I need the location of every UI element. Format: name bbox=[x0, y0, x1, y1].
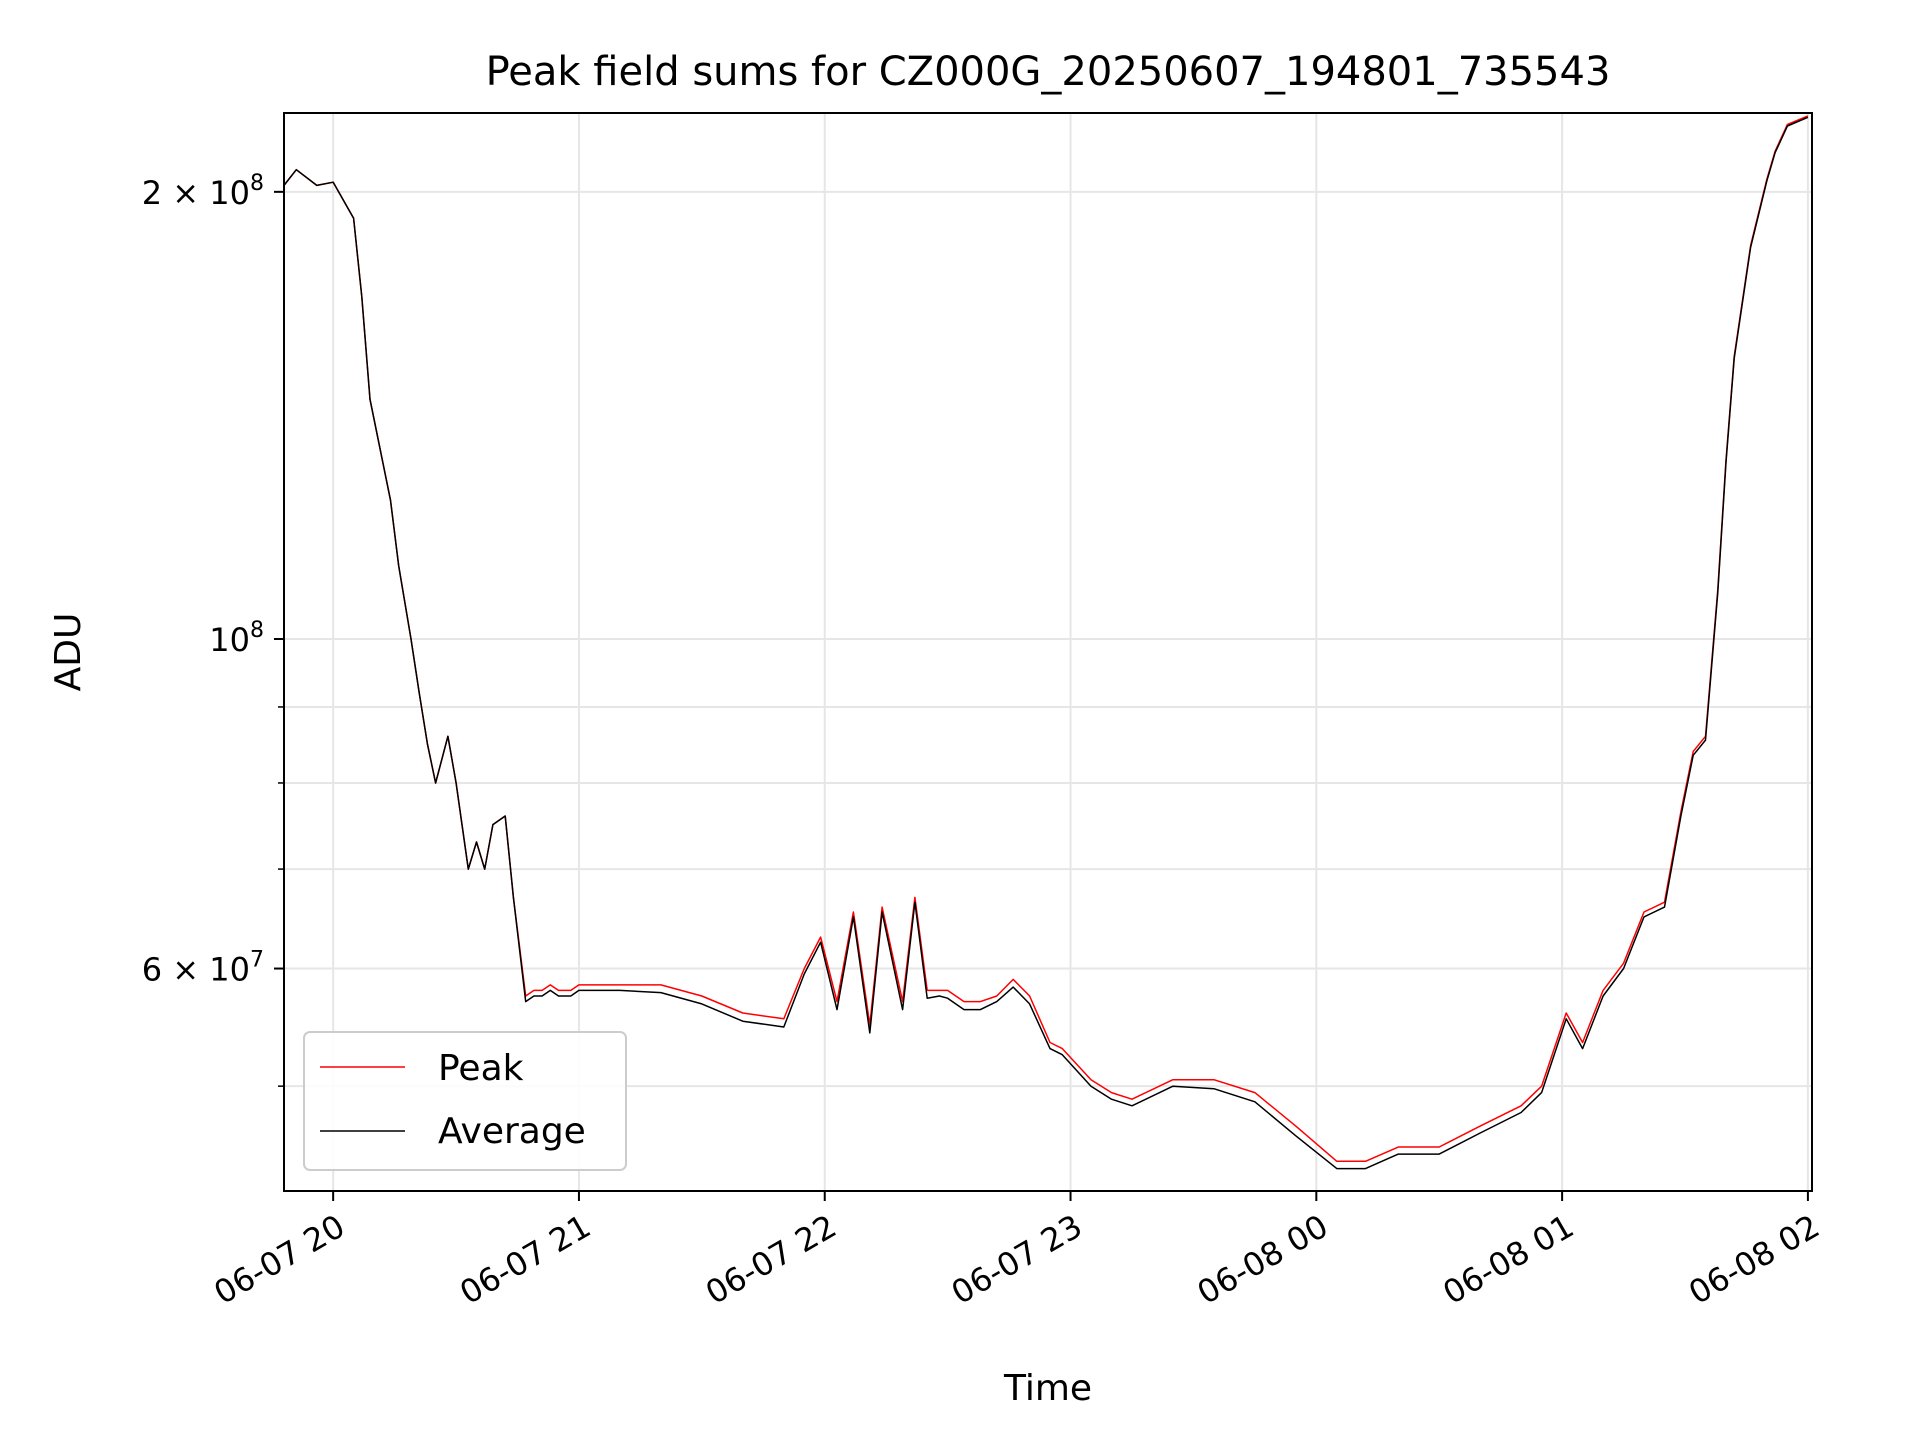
legend-label-peak: Peak bbox=[438, 1048, 524, 1089]
y-tick-label: 6 × 107 bbox=[142, 948, 264, 989]
series-layer bbox=[283, 115, 1809, 1170]
grid bbox=[284, 113, 1812, 1191]
y-tick-label: 2 × 108 bbox=[142, 171, 264, 212]
plot-frame bbox=[283, 112, 1813, 1192]
y-axis-label: ADU bbox=[48, 613, 89, 692]
chart-title: Peak field sums for CZ000G_20250607_1948… bbox=[486, 49, 1611, 95]
y-tick-label: 108 bbox=[209, 618, 264, 659]
legend-label-average: Average bbox=[438, 1111, 586, 1152]
legend: Peak Average bbox=[303, 1031, 627, 1171]
series-line-average bbox=[283, 116, 1809, 1170]
x-axis-label: Time bbox=[1003, 1368, 1092, 1409]
